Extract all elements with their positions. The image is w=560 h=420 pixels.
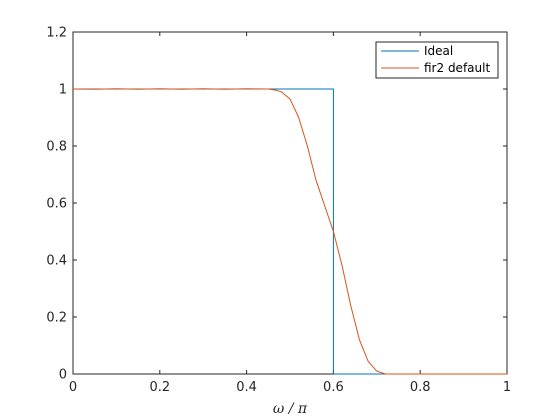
y-tick-label: 0.6 <box>46 197 67 212</box>
legend-label-0: Ideal <box>424 44 453 58</box>
y-tick-label: 0.4 <box>46 254 67 269</box>
x-tick-label: 0 <box>69 380 77 395</box>
y-tick-label: 1 <box>59 83 67 98</box>
y-tick-label: 0 <box>59 368 67 383</box>
legend: Ideal fir2 default <box>375 41 499 79</box>
x-tick-label: 0.4 <box>236 380 257 395</box>
y-tick-label: 0.8 <box>46 140 67 155</box>
tick-labels: 0 0.2 0.4 0.6 0.8 1 0 0.2 0.4 0.6 0.8 1 1.2 <box>46 26 511 396</box>
legend-box <box>375 41 499 79</box>
x-tick-label: 0.8 <box>410 380 431 395</box>
x-tick-label: 0.6 <box>323 380 344 395</box>
series-line-1 <box>72 88 507 375</box>
plot-area <box>72 31 508 375</box>
x-axis-label: ω / π <box>273 401 308 417</box>
x-tick-label: 1 <box>503 380 511 395</box>
y-tick-label: 0.2 <box>46 311 67 326</box>
y-tick-label: 1.2 <box>46 26 67 41</box>
series <box>72 88 507 375</box>
legend-label-1: fir2 default <box>424 61 490 75</box>
x-tick-label: 0.2 <box>149 380 170 395</box>
